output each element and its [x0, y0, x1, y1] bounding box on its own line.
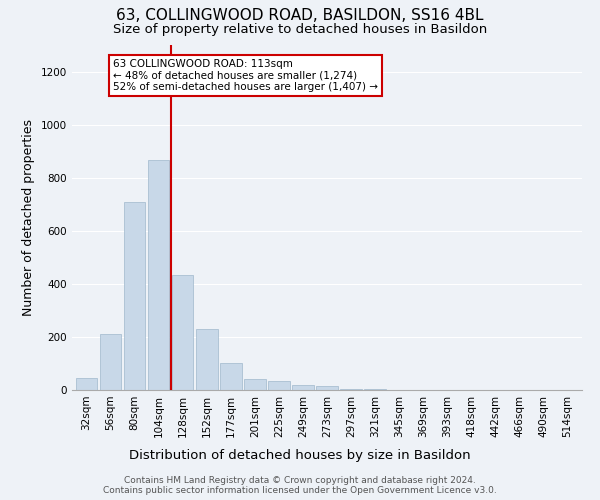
Bar: [316, 386, 338, 390]
Text: 63 COLLINGWOOD ROAD: 113sqm
← 48% of detached houses are smaller (1,274)
52% of : 63 COLLINGWOOD ROAD: 113sqm ← 48% of det…: [113, 59, 378, 92]
Bar: [148, 160, 169, 390]
Text: Contains public sector information licensed under the Open Government Licence v3: Contains public sector information licen…: [103, 486, 497, 495]
Bar: [292, 384, 314, 390]
Text: Contains HM Land Registry data © Crown copyright and database right 2024.: Contains HM Land Registry data © Crown c…: [124, 476, 476, 485]
Text: Distribution of detached houses by size in Basildon: Distribution of detached houses by size …: [129, 448, 471, 462]
Bar: [76, 378, 97, 390]
Text: Size of property relative to detached houses in Basildon: Size of property relative to detached ho…: [113, 22, 487, 36]
Bar: [124, 202, 145, 390]
Bar: [172, 274, 193, 390]
Text: 63, COLLINGWOOD ROAD, BASILDON, SS16 4BL: 63, COLLINGWOOD ROAD, BASILDON, SS16 4BL: [116, 8, 484, 22]
Bar: [268, 381, 290, 390]
Bar: [220, 364, 242, 390]
Y-axis label: Number of detached properties: Number of detached properties: [22, 119, 35, 316]
Bar: [196, 329, 218, 390]
Bar: [100, 334, 121, 390]
Bar: [244, 378, 266, 390]
Bar: [340, 388, 362, 390]
